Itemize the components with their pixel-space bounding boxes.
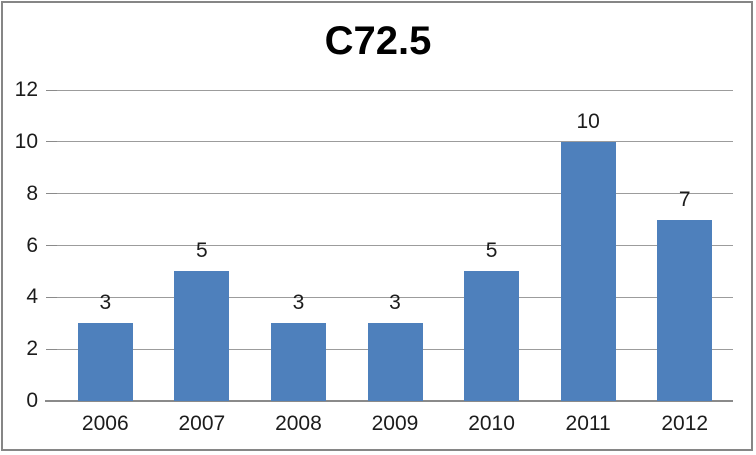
x-axis-label: 2011 <box>565 412 611 435</box>
gridline <box>57 89 733 91</box>
y-axis-tick <box>46 89 57 91</box>
y-axis-tick <box>46 296 57 298</box>
x-axis-line <box>45 400 733 402</box>
chart-title: C72.5 <box>324 19 432 63</box>
bar-value-label: 7 <box>678 187 691 211</box>
x-axis-label: 2010 <box>468 412 515 435</box>
bar <box>77 323 133 401</box>
y-axis-tick <box>46 245 57 246</box>
bar <box>270 323 326 401</box>
bar <box>464 271 520 401</box>
x-axis-label: 2012 <box>661 412 709 435</box>
x-axis-label: 2006 <box>81 412 129 435</box>
x-axis-label: 2009 <box>371 412 419 435</box>
bar-value-label: 3 <box>389 291 401 315</box>
x-axis-label: 2008 <box>275 412 322 435</box>
gridline <box>57 245 733 246</box>
gridline <box>57 193 733 195</box>
gridline <box>57 141 733 143</box>
y-axis-label: 4 <box>26 285 38 309</box>
y-axis-label: 6 <box>26 233 38 257</box>
y-axis-label: 8 <box>26 181 38 205</box>
y-axis-label: 2 <box>26 337 38 361</box>
bar-value-label: 3 <box>99 291 112 315</box>
y-axis-tick <box>46 348 57 350</box>
y-axis-tick <box>46 141 57 143</box>
gridline <box>57 296 733 298</box>
bar-value-label: 10 <box>576 109 600 133</box>
y-axis-tick <box>46 193 57 195</box>
bar <box>657 219 713 401</box>
y-axis-label: 0 <box>26 389 38 412</box>
y-axis-label: 10 <box>14 129 38 153</box>
x-axis-label: 2007 <box>178 412 226 435</box>
y-axis-label: 12 <box>14 78 38 101</box>
bar-value-label: 5 <box>196 239 208 263</box>
bar <box>174 271 230 401</box>
bar-value-label: 3 <box>292 291 305 315</box>
bar-value-label: 5 <box>485 239 498 263</box>
bar <box>560 141 616 401</box>
bar <box>367 323 423 401</box>
